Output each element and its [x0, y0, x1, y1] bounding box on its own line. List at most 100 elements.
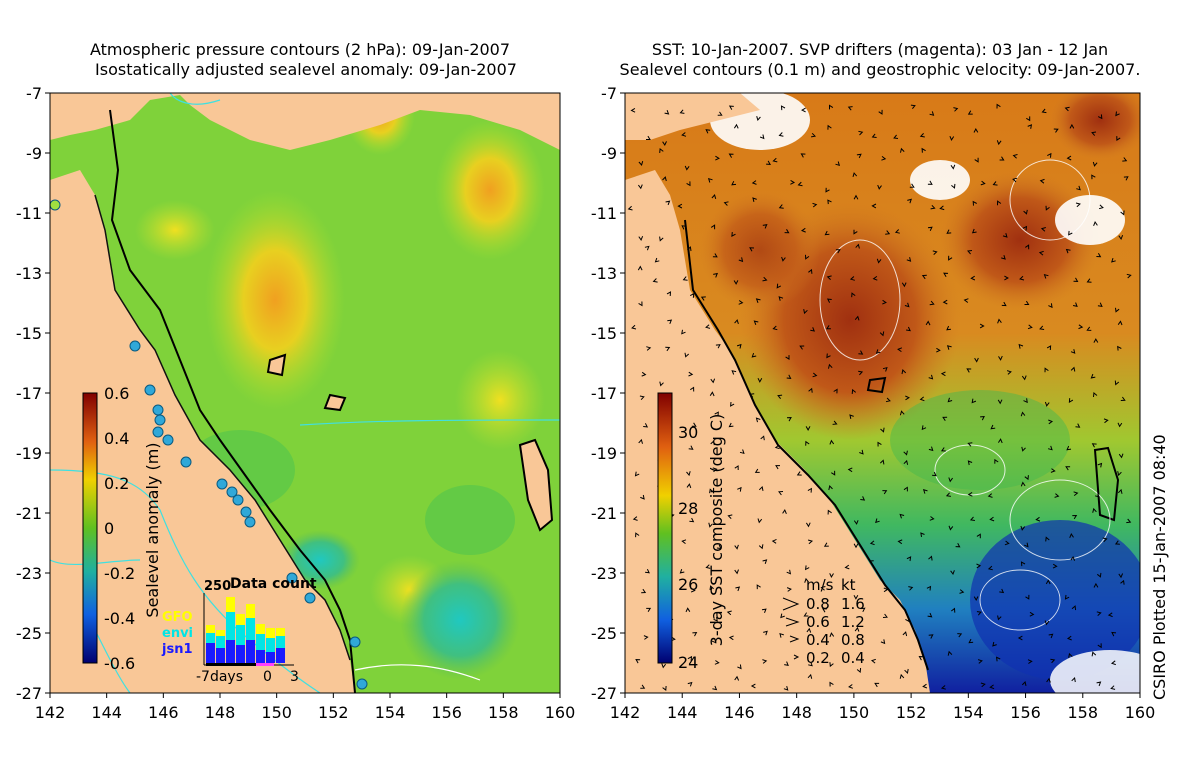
velocity-arrow — [1048, 419, 1054, 425]
velocity-arrow — [739, 449, 745, 455]
velocity-arrow — [790, 179, 796, 185]
velocity-arrow — [948, 477, 953, 483]
velocity-arrow — [1117, 488, 1123, 494]
velocity-arrow — [980, 416, 985, 421]
x-tick-label: 148 — [781, 703, 812, 722]
velocity-arrow — [778, 296, 784, 301]
velocity-arrow — [967, 110, 973, 115]
velocity-arrow — [805, 440, 810, 446]
velocity-arrow — [727, 514, 733, 519]
sst-tick: 28 — [678, 499, 698, 518]
velocity-arrow — [705, 129, 711, 134]
y-tick-label: -9 — [601, 144, 617, 163]
velocity-arrow — [919, 396, 925, 402]
velocity-arrow — [786, 374, 792, 379]
velocity-arrow — [1026, 116, 1031, 122]
velocity-arrow — [751, 352, 757, 358]
velocity-arrow — [686, 483, 692, 489]
velocity-arrow — [806, 627, 812, 633]
velocity-arrow — [992, 181, 998, 186]
velocity-arrow — [777, 394, 783, 400]
velocity-arrow — [712, 467, 718, 473]
velocity-arrow — [856, 153, 862, 159]
velocity-arrow — [1078, 324, 1084, 330]
velocity-arrow — [928, 555, 933, 561]
velocity-arrow — [1068, 398, 1074, 404]
x-tick-label: 156 — [1010, 703, 1041, 722]
velocity-arrow — [1097, 302, 1103, 308]
sla-tick: -0.6 — [104, 654, 135, 673]
velocity-arrow — [1065, 466, 1071, 471]
velocity-arrow — [1004, 275, 1009, 281]
velocity-arrow — [1076, 185, 1081, 191]
inset-xlabel-right: 3 — [290, 669, 299, 685]
velocity-arrow — [1040, 227, 1046, 232]
x-tick-label: 160 — [545, 703, 576, 722]
velocity-arrow — [1096, 611, 1102, 616]
velocity-arrow — [731, 370, 737, 375]
velocity-arrow — [825, 187, 830, 193]
x-tick-label: 158 — [1068, 703, 1099, 722]
velocity-arrow — [1114, 540, 1120, 545]
velocity-arrow — [1021, 446, 1026, 452]
velocity-arrow — [1027, 324, 1033, 330]
y-tick-label: -13 — [16, 264, 42, 283]
velocity-arrow — [803, 309, 808, 315]
velocity-arrow — [778, 132, 784, 137]
velocity-arrow — [921, 274, 927, 280]
sla-tick: -0.2 — [104, 564, 135, 583]
velocity-arrow — [823, 542, 829, 547]
velocity-arrow — [1050, 468, 1056, 473]
velocity-arrow — [782, 509, 787, 514]
velocity-arrow — [731, 180, 737, 186]
velocity-arrow — [858, 130, 864, 136]
velocity-arrow — [869, 540, 875, 546]
velocity-arrow — [974, 357, 979, 363]
velocity-arrow — [1045, 205, 1050, 211]
velocity-arrow — [997, 318, 1002, 324]
velocity-arrow — [772, 325, 778, 331]
sst-tick: 24 — [678, 653, 698, 672]
vector-legend-ms-header: m/s — [806, 576, 834, 594]
velocity-arrow — [973, 596, 979, 602]
velocity-arrow — [1054, 493, 1060, 498]
velocity-arrow — [705, 324, 711, 329]
velocity-arrow — [967, 460, 973, 466]
x-tick-label: 154 — [953, 703, 984, 722]
velocity-arrow — [756, 584, 761, 590]
velocity-arrow — [1020, 525, 1026, 531]
velocity-arrow — [1039, 325, 1045, 330]
velocity-arrow — [921, 147, 926, 153]
velocity-arrow — [807, 673, 813, 679]
velocity-arrow — [631, 324, 637, 330]
velocity-arrow — [686, 471, 691, 477]
velocity-arrow — [1120, 210, 1125, 216]
velocity-arrow — [738, 300, 744, 305]
right-map — [625, 93, 1140, 693]
velocity-arrow — [831, 470, 836, 476]
velocity-arrow — [883, 587, 889, 593]
velocity-arrow — [929, 516, 935, 521]
velocity-arrow — [943, 272, 949, 277]
velocity-arrow — [927, 226, 933, 232]
velocity-arrow — [687, 246, 692, 252]
velocity-arrow — [684, 352, 690, 358]
velocity-arrow — [805, 522, 811, 528]
velocity-arrow — [997, 438, 1003, 444]
velocity-arrow — [871, 133, 877, 138]
velocity-arrow — [1068, 652, 1073, 658]
velocity-arrow — [906, 556, 912, 562]
velocity-arrow — [778, 491, 784, 496]
velocity-arrow — [1017, 635, 1023, 641]
vector-legend-kt: 0.4 — [841, 649, 865, 667]
velocity-arrow — [929, 300, 935, 306]
velocity-arrow — [786, 569, 792, 575]
velocity-arrow — [999, 588, 1005, 594]
velocity-arrow — [1092, 507, 1097, 513]
velocity-arrow — [797, 181, 803, 187]
velocity-arrow — [638, 160, 644, 167]
velocity-arrow — [688, 445, 694, 450]
velocity-arrow — [1001, 255, 1006, 260]
velocity-arrow — [717, 111, 723, 116]
